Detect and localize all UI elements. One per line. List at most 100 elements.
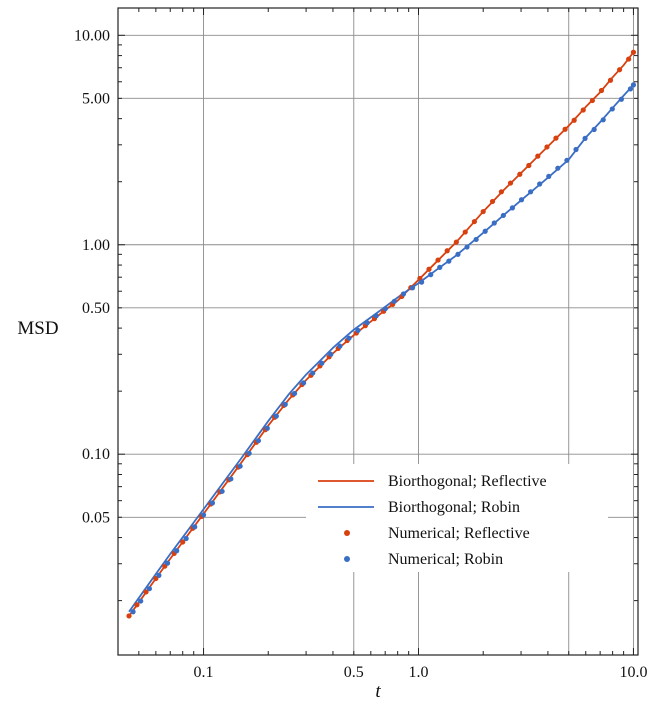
- data-point: [471, 218, 477, 225]
- y-tick-label: 1.00: [82, 237, 110, 254]
- data-point: [537, 181, 543, 187]
- data-point: [546, 173, 552, 180]
- y-tick-label: 0.10: [82, 446, 110, 463]
- ticks: [117, 8, 638, 655]
- tick-labels: 0.1 0.5 1.0 10.0 0.05 0.10 0.50 1.00 5.00 10.00: [74, 27, 647, 681]
- data-point: [473, 236, 479, 243]
- grid: [118, 8, 638, 655]
- data-point: [526, 162, 532, 169]
- data-point: [156, 572, 162, 578]
- y-tick-label: 10.00: [74, 27, 110, 44]
- series-layer: [126, 49, 637, 619]
- data-point: [373, 313, 379, 319]
- data-point: [573, 146, 579, 153]
- data-point: [630, 82, 637, 88]
- data-point: [507, 180, 514, 186]
- data-point: [126, 613, 132, 619]
- data-point: [183, 535, 189, 542]
- data-point: [444, 248, 450, 254]
- data-point: [282, 401, 288, 407]
- data-point: [382, 306, 388, 312]
- data-point: [464, 244, 470, 250]
- data-point: [219, 488, 225, 494]
- data-point: [582, 135, 588, 141]
- legend-swatch-marker: [344, 556, 350, 562]
- data-point: [134, 602, 140, 608]
- data-point: [200, 512, 207, 518]
- data-point: [130, 609, 136, 615]
- x-tick-label: 0.5: [344, 664, 364, 681]
- legend-label: Biorthogonal; Robin: [388, 499, 520, 516]
- data-point: [246, 450, 252, 456]
- data-point: [391, 298, 397, 304]
- data-point: [355, 327, 361, 334]
- data-point: [192, 524, 198, 530]
- data-point: [544, 144, 550, 150]
- legend: Biorthogonal; Reflective Biorthogonal; Ro…: [306, 464, 608, 572]
- x-tick-label: 0.1: [194, 664, 214, 681]
- y-tick-label: 5.00: [82, 90, 110, 107]
- data-point: [319, 360, 325, 366]
- plot-frame: [117, 7, 639, 656]
- data-point: [480, 208, 486, 215]
- data-point: [426, 266, 432, 272]
- data-point: [255, 438, 262, 444]
- data-point: [209, 500, 216, 506]
- data-point: [580, 107, 586, 113]
- data-point: [310, 370, 316, 376]
- data-point: [453, 239, 459, 245]
- data-point: [300, 380, 307, 386]
- data-point: [364, 320, 370, 326]
- legend-label: Numerical; Robin: [388, 551, 503, 568]
- legend-label: Biorthogonal; Reflective: [388, 473, 547, 490]
- data-point: [618, 96, 624, 102]
- data-point: [616, 67, 623, 73]
- data-point: [273, 413, 279, 419]
- x-tick-label: 1.0: [408, 664, 428, 681]
- data-point: [419, 279, 425, 285]
- data-point: [626, 56, 632, 62]
- data-point: [437, 264, 443, 270]
- data-point: [609, 106, 615, 112]
- data-point: [291, 390, 298, 397]
- data-point: [589, 97, 595, 104]
- legend-label: Numerical; Reflective: [388, 525, 530, 542]
- data-point: [555, 165, 561, 171]
- data-point: [446, 258, 452, 264]
- data-point: [600, 117, 606, 123]
- data-point: [455, 251, 461, 257]
- x-tick-label: 10.0: [619, 664, 647, 681]
- data-point: [518, 197, 525, 203]
- data-point: [146, 586, 153, 592]
- data-point: [630, 49, 637, 55]
- data-point: [571, 117, 577, 123]
- data-point: [264, 425, 270, 431]
- data-point: [462, 229, 468, 235]
- data-point: [591, 126, 597, 133]
- data-point: [527, 189, 534, 195]
- data-point: [138, 598, 144, 604]
- data-point: [346, 335, 352, 341]
- data-point: [400, 291, 407, 297]
- data-point: [409, 285, 416, 291]
- data-point: [607, 77, 614, 83]
- data-point: [509, 205, 516, 211]
- data-point: [482, 228, 488, 234]
- series-3: [130, 82, 637, 615]
- data-point: [517, 171, 523, 177]
- data-point: [143, 589, 149, 595]
- data-point: [328, 351, 334, 357]
- y-axis-label: MSD: [17, 318, 58, 339]
- data-point: [337, 343, 343, 349]
- data-point: [627, 86, 634, 92]
- y-tick-label: 0.05: [82, 509, 110, 526]
- data-point: [598, 87, 605, 94]
- data-point: [164, 560, 171, 566]
- x-axis-label: t: [375, 681, 381, 702]
- data-point: [562, 126, 568, 132]
- data-point: [237, 463, 243, 469]
- legend-background: [306, 464, 608, 572]
- data-point: [491, 220, 497, 226]
